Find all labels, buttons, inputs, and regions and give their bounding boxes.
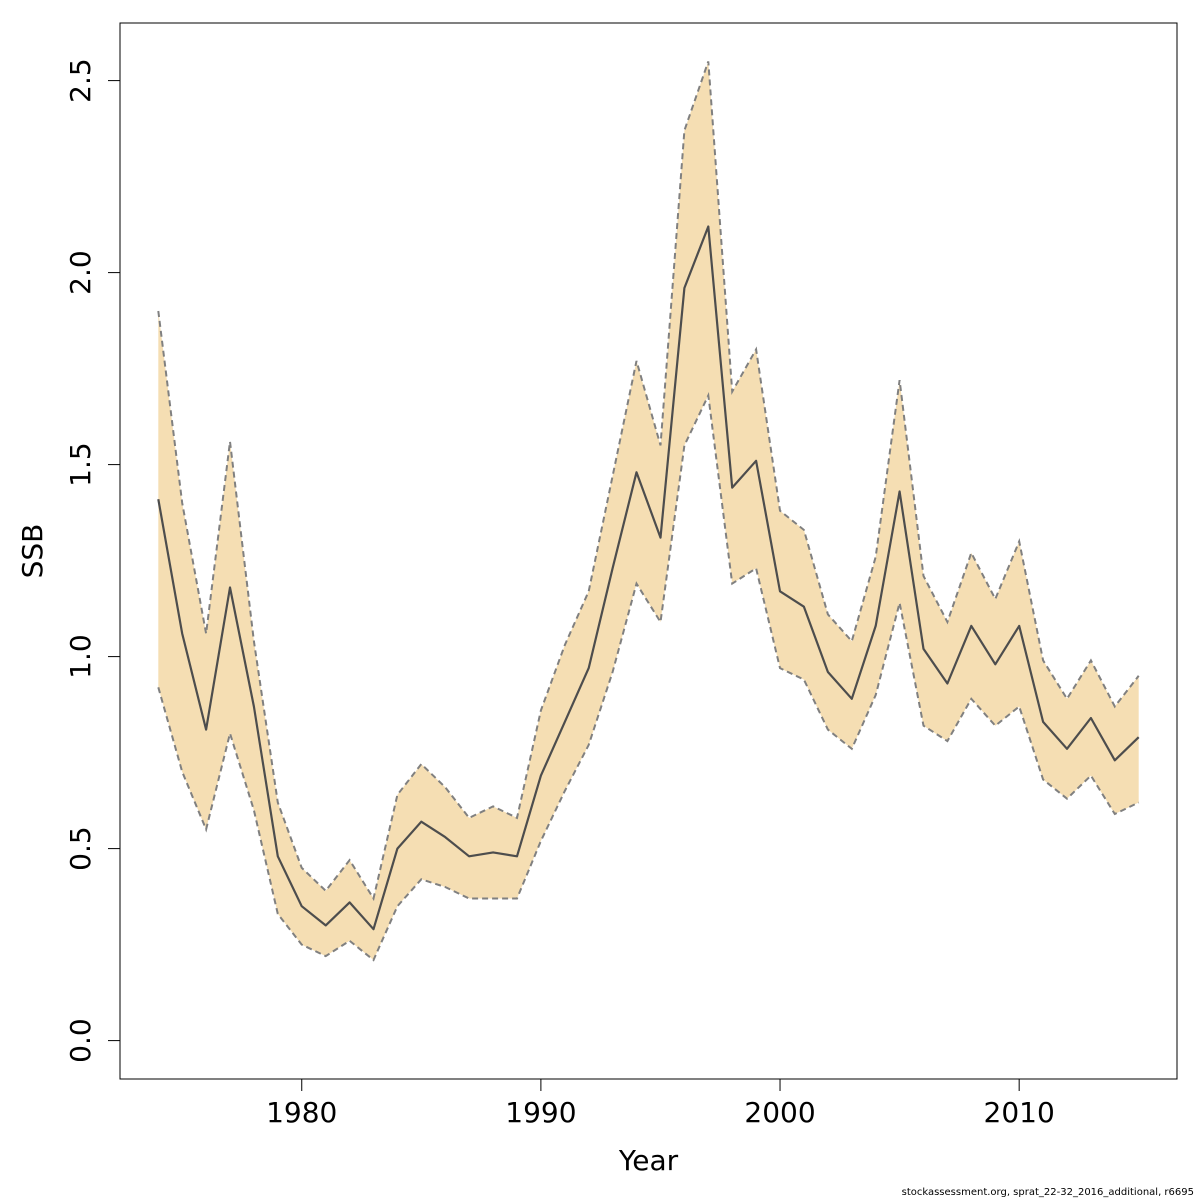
x-tick-label: 1990 [505, 1096, 576, 1129]
y-tick-label: 0.5 [64, 826, 97, 871]
y-tick-label: 1.5 [64, 442, 97, 487]
x-axis: 1980 1990 2000 2010 [266, 1079, 1055, 1129]
confidence-bounds-layer [157, 61, 1140, 962]
ssb-estimate-line [157, 225, 1140, 931]
x-tick-label: 2000 [744, 1096, 815, 1129]
x-axis-title: Year [618, 1144, 679, 1177]
x-tick-label: 1980 [266, 1096, 337, 1129]
confidence-band [158, 61, 1139, 960]
y-tick-label: 2.0 [64, 250, 97, 295]
estimate-line-layer [157, 225, 1140, 931]
y-axis: 0.0 0.5 1.0 1.5 2.0 2.5 [64, 58, 120, 1063]
lower-bound-line [157, 392, 1140, 962]
x-tick-label: 2010 [984, 1096, 1055, 1129]
upper-bound-line [157, 61, 1140, 902]
y-axis-title: SSB [16, 524, 49, 579]
confidence-band-layer [158, 61, 1139, 960]
footer-note: stockassessment.org, sprat_22-32_2016_ad… [902, 1187, 1194, 1198]
y-tick-label: 2.5 [64, 58, 97, 103]
y-tick-label: 0.0 [64, 1018, 97, 1063]
plot-frame [119, 22, 1178, 1080]
y-tick-label: 1.0 [64, 634, 97, 679]
